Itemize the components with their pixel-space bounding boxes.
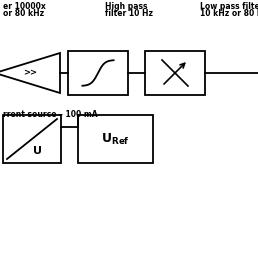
Text: filter 10 Hz: filter 10 Hz [105,9,153,18]
Bar [3,115,61,163]
Bar [78,115,153,163]
Bar [68,51,128,95]
Text: rrent source – 100 mA: rrent source – 100 mA [3,110,98,119]
Text: U$_{\mathbf{Ref}}$: U$_{\mathbf{Ref}}$ [101,131,130,147]
Text: High pass: High pass [105,2,148,11]
Text: er 10000x: er 10000x [3,2,46,11]
Text: >>: >> [23,69,37,77]
Bar [145,51,205,95]
Text: 10 kHz or 80 kHz: 10 kHz or 80 kHz [200,9,258,18]
Text: U: U [33,146,42,156]
Text: Low pass filter: Low pass filter [200,2,258,11]
Text: or 80 kHz: or 80 kHz [3,9,44,18]
